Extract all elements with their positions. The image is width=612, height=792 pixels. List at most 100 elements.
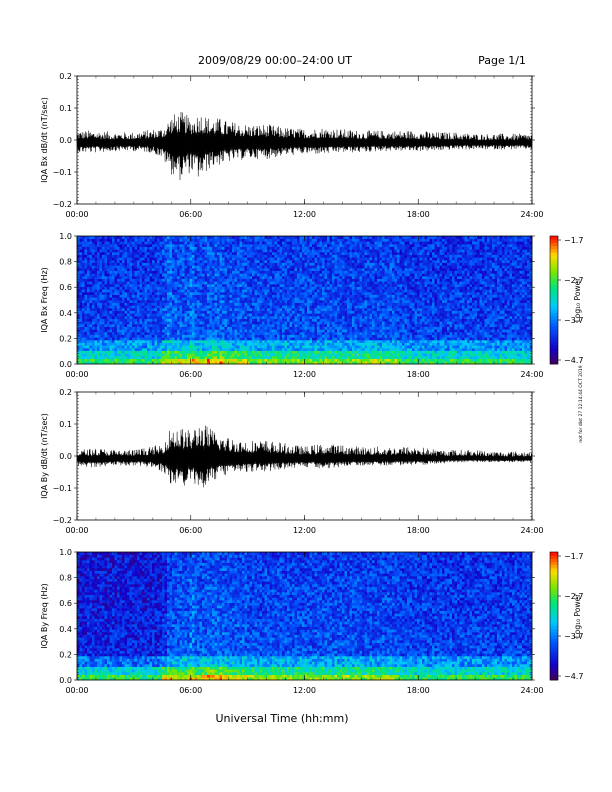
heatmap-cell: [102, 238, 105, 242]
heatmap-cell: [177, 310, 180, 314]
heatmap-cell: [269, 265, 273, 269]
heatmap-cell: [194, 284, 198, 287]
heatmap-cell: [179, 249, 183, 253]
heatmap-cell: [84, 345, 88, 349]
heatmap-cell: [267, 244, 270, 247]
heatmap-cell: [204, 353, 208, 357]
heatmap-cell: [129, 281, 133, 285]
heatmap-cell: [314, 238, 318, 242]
heatmap-cell: [102, 334, 105, 338]
heatmap-cell: [217, 326, 220, 330]
heatmap-cell: [97, 289, 100, 293]
heatmap-cell: [159, 244, 163, 247]
heatmap-cell: [99, 292, 103, 295]
heatmap-cell: [244, 289, 248, 293]
heatmap-cell: [227, 324, 230, 327]
heatmap-cell: [254, 313, 258, 317]
heatmap-cell: [207, 241, 210, 245]
heatmap-cell: [222, 281, 225, 285]
heatmap-cell: [94, 321, 98, 325]
heatmap-cell: [199, 350, 203, 354]
heatmap-cell: [217, 244, 220, 247]
heatmap-cell: [222, 326, 225, 330]
heatmap-cell: [257, 286, 260, 290]
heatmap-cell: [277, 326, 280, 330]
heatmap-cell: [264, 236, 268, 239]
heatmap-cell: [297, 300, 300, 303]
heatmap-cell: [87, 356, 90, 359]
heatmap-cell: [179, 289, 183, 293]
heatmap-cell: [287, 241, 290, 245]
heatmap-cell: [134, 254, 138, 258]
heatmap-cell: [234, 334, 238, 338]
heatmap-cell: [292, 321, 295, 325]
heatmap-cell: [307, 321, 310, 325]
heatmap-cell: [149, 332, 153, 335]
heatmap-cell: [252, 340, 255, 343]
heatmap-cell: [132, 297, 135, 301]
heatmap-cell: [117, 342, 120, 346]
heatmap-cell: [314, 270, 318, 274]
heatmap-cell: [299, 278, 303, 282]
heatmap-cell: [249, 353, 253, 357]
heatmap-cell: [217, 337, 220, 341]
heatmap-cell: [92, 310, 95, 314]
heatmap-cell: [182, 241, 185, 245]
heatmap-cell: [82, 305, 85, 309]
heatmap-cell: [97, 246, 100, 250]
heatmap-cell: [312, 310, 315, 314]
heatmap-cell: [92, 265, 95, 269]
heatmap-cell: [319, 244, 323, 247]
heatmap-cell: [102, 337, 105, 341]
heatmap-cell: [262, 361, 265, 365]
heatmap-cell: [262, 305, 265, 309]
heatmap-cell: [257, 350, 260, 354]
heatmap-cell: [324, 342, 328, 346]
heatmap-cell: [197, 281, 200, 285]
heatmap-cell: [107, 252, 110, 255]
heatmap-cell: [312, 268, 315, 271]
heatmap-cell: [102, 289, 105, 293]
heatmap-cell: [297, 302, 300, 306]
heatmap-cell: [287, 302, 290, 306]
heatmap-cell: [77, 361, 80, 365]
heatmap-cell: [224, 284, 228, 287]
heatmap-cell: [304, 270, 308, 274]
heatmap-cell: [322, 268, 325, 271]
heatmap-cell: [324, 286, 328, 290]
heatmap-cell: [97, 340, 100, 343]
heatmap-cell: [272, 292, 275, 295]
heatmap-cell: [192, 262, 195, 266]
heatmap-cell: [192, 254, 195, 258]
heatmap-cell: [162, 268, 165, 271]
heatmap-cell: [179, 345, 183, 349]
heatmap-cell: [147, 289, 150, 293]
heatmap-cell: [287, 326, 290, 330]
heatmap-cell: [122, 334, 125, 338]
heatmap-cell: [167, 276, 170, 279]
heatmap-cell: [209, 316, 213, 319]
heatmap-cell: [107, 350, 110, 354]
heatmap-cell: [264, 276, 268, 279]
heatmap-cell: [282, 321, 285, 325]
heatmap-cell: [132, 337, 135, 341]
heatmap-cell: [209, 246, 213, 250]
heatmap-cell: [177, 260, 180, 263]
heatmap-cell: [94, 249, 98, 253]
heatmap-cell: [89, 270, 93, 274]
heatmap-cell: [149, 273, 153, 277]
heatmap-cell: [89, 340, 93, 343]
heatmap-cell: [124, 276, 128, 279]
heatmap-cell: [219, 308, 223, 311]
heatmap-cell: [119, 297, 123, 301]
heatmap-cell: [297, 324, 300, 327]
heatmap-cell: [184, 300, 188, 303]
heatmap-cell: [237, 238, 240, 242]
heatmap-cell: [304, 294, 308, 298]
heatmap-cell: [244, 241, 248, 245]
heatmap-cell: [179, 358, 183, 362]
heatmap-cell: [222, 348, 225, 351]
heatmap-cell: [129, 300, 133, 303]
heatmap-cell: [104, 244, 108, 247]
heatmap-cell: [157, 316, 160, 319]
